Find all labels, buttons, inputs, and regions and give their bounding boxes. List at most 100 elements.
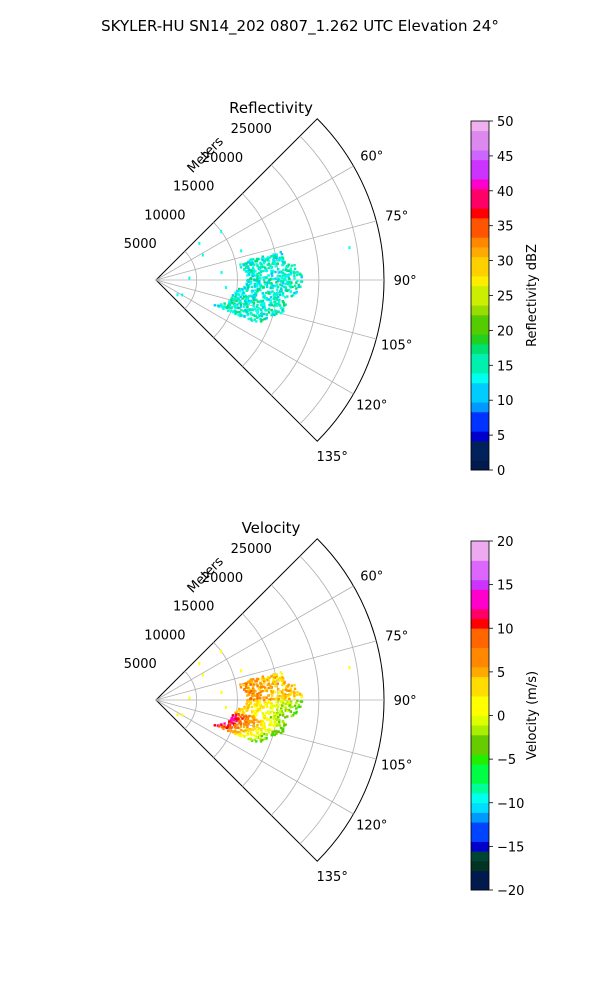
echo-gate <box>247 722 250 725</box>
echo-gate <box>263 689 266 692</box>
echo-gate <box>262 685 265 688</box>
echo-gate <box>241 314 244 317</box>
echo-gate <box>246 306 249 309</box>
echo-gate <box>247 268 250 271</box>
echo-gate <box>293 694 296 698</box>
echo-gate <box>253 285 257 288</box>
echo-gate <box>261 257 264 260</box>
echo-gate <box>237 313 240 317</box>
echo-gate <box>259 693 262 697</box>
echo-gate <box>252 293 255 297</box>
echo-gate <box>234 723 237 727</box>
colorbar-segment <box>471 734 489 745</box>
echo-gate <box>266 729 270 732</box>
echo-gate <box>281 694 285 697</box>
echo-gate <box>252 297 255 300</box>
echo-gate <box>238 290 241 293</box>
echo-gate <box>261 677 264 680</box>
echo-gate <box>270 269 273 273</box>
echo-gate <box>264 268 268 271</box>
colorbar-tick-label: 15 <box>497 579 514 594</box>
echo-gate <box>231 714 235 717</box>
echo-gate <box>248 697 252 701</box>
echo-gate <box>272 717 275 721</box>
echo-gate <box>267 731 271 734</box>
echo-gate <box>269 716 273 719</box>
echo-gate <box>284 723 287 726</box>
echo-gate <box>279 731 283 735</box>
echo-gate <box>281 281 285 285</box>
echo-gate <box>249 294 253 298</box>
echo-gate <box>229 299 233 302</box>
echo-gate <box>281 712 285 715</box>
echo-gate <box>259 287 262 290</box>
echo-gate <box>242 264 245 267</box>
echo-gate <box>258 688 262 691</box>
echo-gate <box>273 291 276 295</box>
echo-gate <box>296 279 299 282</box>
colorbar-segment <box>471 237 489 248</box>
echo-gate <box>251 681 254 684</box>
echo-gate <box>250 738 253 741</box>
echo-gate <box>244 297 247 301</box>
echo-gate <box>256 275 259 278</box>
echo-gate <box>272 704 275 707</box>
echo-gate <box>295 701 298 704</box>
colorbar-segment <box>471 705 489 716</box>
echo-gate <box>251 289 254 293</box>
echo-gate <box>246 699 249 702</box>
echo-gate <box>239 734 242 738</box>
echo-gate <box>245 690 248 693</box>
colorbar-tick-label: −20 <box>497 884 524 899</box>
echo-gate <box>284 289 287 292</box>
echo-gate <box>261 304 264 307</box>
echo-gate <box>241 297 244 300</box>
echo-gate <box>230 726 234 729</box>
echo-gate <box>252 270 256 273</box>
echo-gate <box>289 687 292 690</box>
colorbar-segment <box>471 822 489 833</box>
echo-gate <box>245 263 248 266</box>
echo-gate <box>276 677 279 680</box>
echo-gate <box>237 298 240 301</box>
echo-gate <box>263 727 267 730</box>
echo-gate <box>282 268 285 272</box>
radial-tick-label: 25000 <box>231 122 272 137</box>
echo-gate <box>267 727 271 731</box>
echo-gate <box>272 313 275 316</box>
echo-gate <box>255 292 258 295</box>
echo-gate <box>247 285 251 289</box>
echo-gate <box>278 300 281 304</box>
echo-gate <box>247 284 250 287</box>
echo-gate <box>257 699 261 703</box>
echo-gate <box>176 293 179 297</box>
echo-gate <box>245 728 248 731</box>
colorbar-segment <box>471 411 489 422</box>
echo-gate <box>257 727 261 730</box>
echo-gate <box>275 281 278 284</box>
echo-gate <box>247 687 250 690</box>
echo-gate <box>260 311 264 314</box>
colorbar-segment <box>471 305 489 316</box>
echo-gate <box>255 259 259 263</box>
echo-gate <box>273 711 276 715</box>
colorbar-segment <box>471 851 489 862</box>
echo-gate <box>269 719 272 722</box>
colorbar-tick-label: −5 <box>497 753 516 768</box>
figure-title: SKYLER-HU SN14_202 0807_1.262 UTC Elevat… <box>101 17 499 36</box>
radial-tick-label: 10000 <box>144 208 185 223</box>
echo-gate <box>284 282 287 286</box>
echo-gate <box>250 705 254 709</box>
radial-tick-label: 10000 <box>144 628 185 643</box>
echo-gate <box>256 300 259 303</box>
colorbar-tick-label: −15 <box>497 840 524 855</box>
echo-gate <box>284 696 287 699</box>
echo-gate <box>266 263 269 266</box>
echo-gate <box>254 690 257 693</box>
echo-gate <box>281 701 285 705</box>
echo-gate <box>277 267 280 271</box>
echo-gate <box>279 709 282 712</box>
colorbar-segment <box>471 637 489 649</box>
colorbar-segment <box>471 560 489 571</box>
echo-gate <box>229 720 232 724</box>
